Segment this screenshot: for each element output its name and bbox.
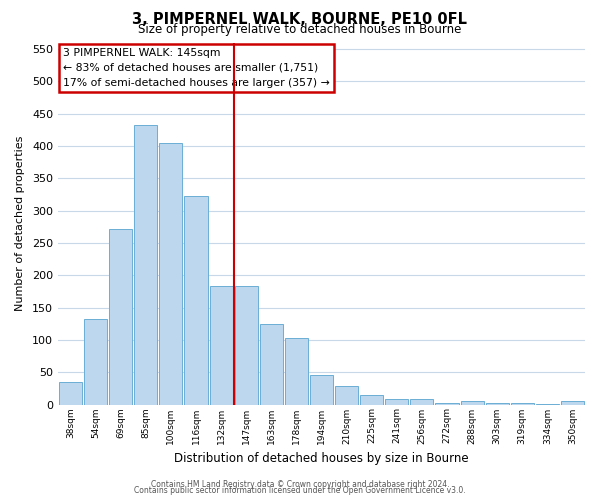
Text: 3 PIMPERNEL WALK: 145sqm
← 83% of detached houses are smaller (1,751)
17% of sem: 3 PIMPERNEL WALK: 145sqm ← 83% of detach…	[63, 48, 330, 88]
Bar	[59, 382, 82, 404]
Bar	[260, 324, 283, 404]
Bar	[134, 125, 157, 404]
Bar	[235, 286, 258, 405]
Text: Contains public sector information licensed under the Open Government Licence v3: Contains public sector information licen…	[134, 486, 466, 495]
Bar	[84, 318, 107, 404]
Text: Contains HM Land Registry data © Crown copyright and database right 2024.: Contains HM Land Registry data © Crown c…	[151, 480, 449, 489]
Bar	[184, 196, 208, 404]
Bar	[160, 142, 182, 404]
Bar	[335, 386, 358, 404]
Bar	[436, 403, 458, 404]
Bar	[410, 400, 433, 404]
X-axis label: Distribution of detached houses by size in Bourne: Distribution of detached houses by size …	[174, 452, 469, 465]
Bar	[109, 228, 132, 404]
Bar	[511, 403, 534, 404]
Bar	[485, 403, 509, 404]
Bar	[385, 400, 409, 404]
Bar	[561, 402, 584, 404]
Y-axis label: Number of detached properties: Number of detached properties	[15, 136, 25, 311]
Bar	[310, 376, 333, 404]
Bar	[360, 395, 383, 404]
Bar	[461, 402, 484, 404]
Text: 3, PIMPERNEL WALK, BOURNE, PE10 0FL: 3, PIMPERNEL WALK, BOURNE, PE10 0FL	[133, 12, 467, 26]
Bar	[209, 286, 233, 405]
Bar	[285, 338, 308, 404]
Text: Size of property relative to detached houses in Bourne: Size of property relative to detached ho…	[139, 22, 461, 36]
